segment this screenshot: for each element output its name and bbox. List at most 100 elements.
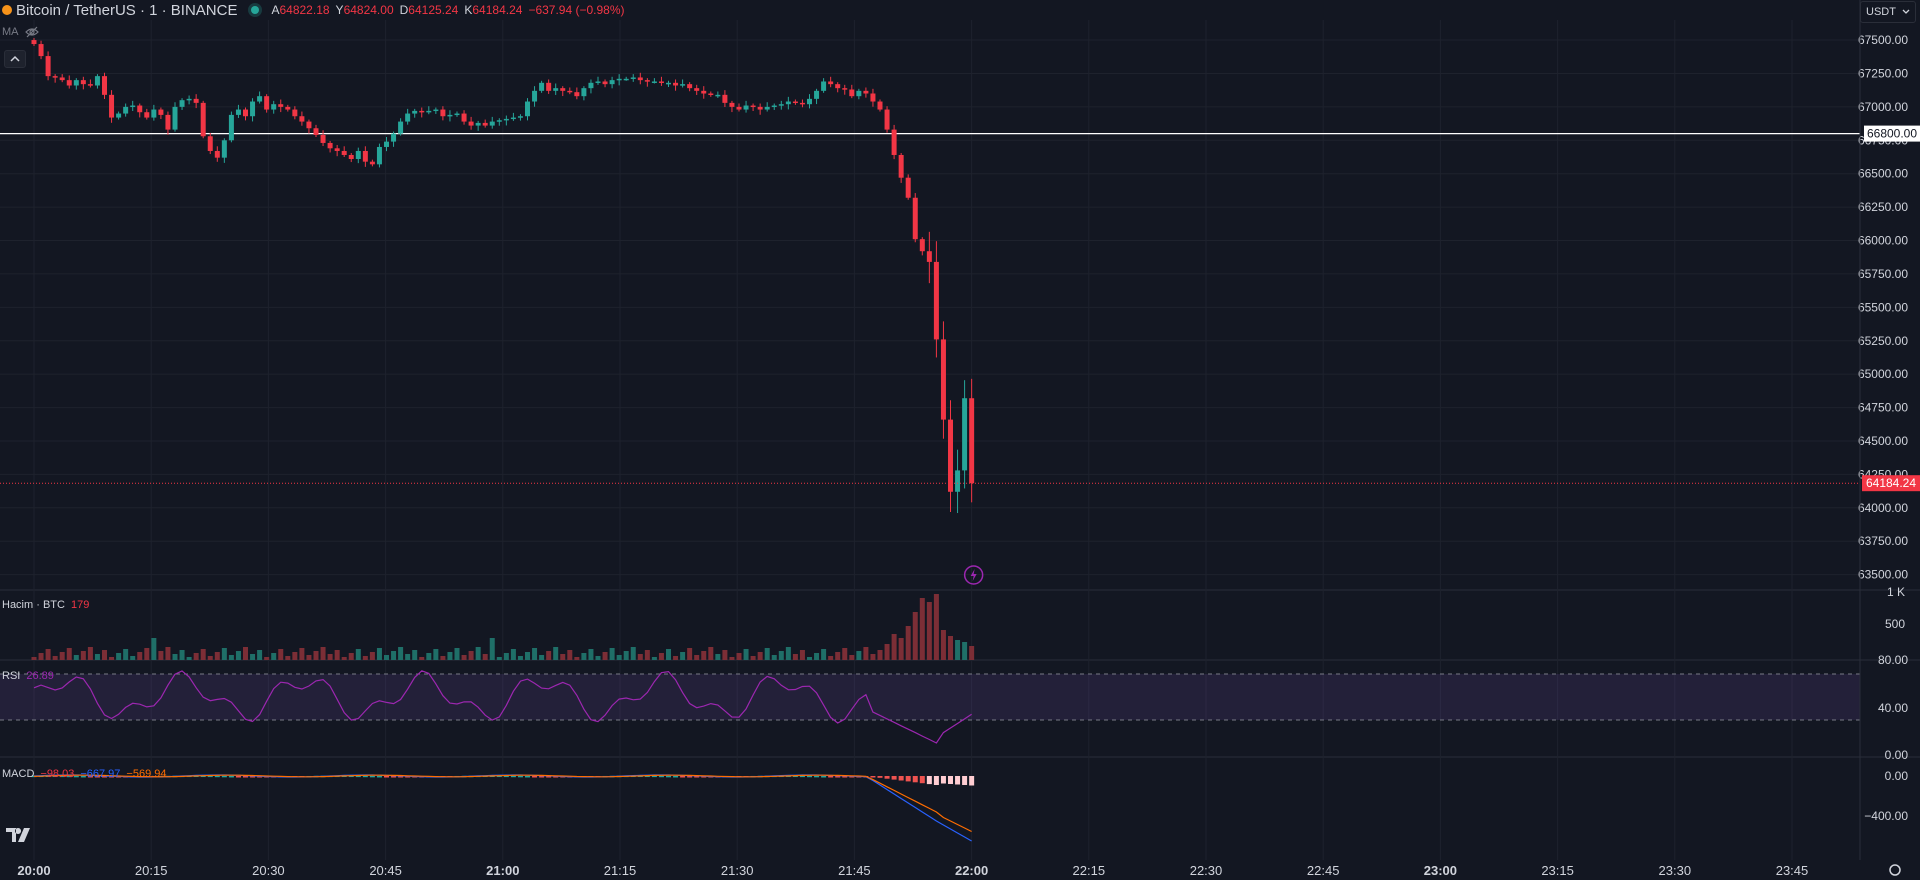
time-tick-label: 20:00 xyxy=(17,863,50,878)
candle xyxy=(503,118,509,121)
candle xyxy=(123,106,129,114)
volume-bar xyxy=(666,649,671,660)
macd-histogram-bar xyxy=(510,775,516,778)
candle xyxy=(884,109,890,130)
candle xyxy=(468,121,474,126)
volume-bar xyxy=(454,648,460,660)
candle xyxy=(842,88,848,90)
volume-bar xyxy=(398,647,404,660)
macd-tick-label: 0.00 xyxy=(1885,769,1909,783)
macd-legend[interactable]: MACD −98.03 −667.97 −569.94 xyxy=(2,768,167,780)
volume-bar xyxy=(616,655,622,660)
lightning-icon[interactable] xyxy=(963,565,984,585)
candle xyxy=(919,239,925,252)
volume-bar xyxy=(193,653,199,660)
ma-label[interactable]: MA xyxy=(2,26,19,38)
volume-bar xyxy=(701,651,707,660)
price-tick-label: 63500.00 xyxy=(1858,568,1908,582)
ma-indicator-row[interactable]: MA xyxy=(2,26,39,38)
volume-bar xyxy=(764,648,770,660)
volume-bar xyxy=(102,650,107,660)
volume-bar xyxy=(391,651,397,660)
volume-bar xyxy=(821,649,827,660)
macd-signal-value: −569.94 xyxy=(126,768,167,780)
volume-bar xyxy=(235,651,241,660)
eye-off-icon[interactable] xyxy=(24,26,39,38)
price-tick-label: 67500.00 xyxy=(1858,33,1908,47)
candle xyxy=(278,104,284,107)
macd-histogram-bar xyxy=(80,775,86,778)
volume-bar xyxy=(884,644,890,660)
volume-bar xyxy=(807,657,812,660)
price-tick-label: 65750.00 xyxy=(1858,267,1908,281)
candle xyxy=(849,89,855,97)
macd-histogram-bar xyxy=(948,776,953,784)
volume-bar xyxy=(461,655,467,660)
candle xyxy=(807,98,812,105)
volume-bar xyxy=(919,598,925,660)
macd-histogram-bar xyxy=(814,775,820,778)
volume-bar xyxy=(792,654,798,660)
candle xyxy=(243,109,248,117)
macd-histogram-bar xyxy=(673,775,679,778)
volume-bar xyxy=(553,647,559,660)
volume-legend[interactable]: Hacim · BTC 179 xyxy=(2,599,89,611)
settings-icon[interactable] xyxy=(1889,864,1901,876)
candle xyxy=(778,104,784,106)
candle xyxy=(151,109,157,118)
high-label: Y xyxy=(335,3,344,17)
market-status-icon[interactable] xyxy=(251,6,260,14)
macd-histogram-bar xyxy=(926,776,932,785)
candle xyxy=(221,140,227,158)
currency-select[interactable]: USDT xyxy=(1860,1,1916,23)
macd-histogram-bar xyxy=(877,776,883,778)
candle xyxy=(66,80,72,86)
candle xyxy=(644,80,650,82)
volume-bar xyxy=(433,649,439,660)
candle xyxy=(771,105,777,108)
volume-bar xyxy=(355,649,361,660)
candle xyxy=(412,110,418,114)
macd-histogram-bar xyxy=(73,775,79,778)
time-tick-label: 22:00 xyxy=(955,863,988,878)
volume-bar xyxy=(482,654,488,660)
volume-bar xyxy=(771,655,777,660)
volume-bar xyxy=(517,656,523,660)
candle xyxy=(905,177,911,198)
candle xyxy=(419,110,425,113)
macd-histogram-bar xyxy=(391,776,397,778)
candle xyxy=(320,134,326,143)
volume-bar xyxy=(602,652,608,660)
volume-bar xyxy=(376,648,382,660)
candle xyxy=(186,98,192,101)
volume-bar xyxy=(835,652,841,660)
volume-bar xyxy=(658,653,664,660)
volume-bar xyxy=(292,652,298,660)
candle xyxy=(482,122,488,126)
candle xyxy=(926,251,932,262)
volume-bar xyxy=(412,650,418,660)
macd-histogram-bar xyxy=(891,776,897,780)
candle xyxy=(743,105,749,110)
volume-bar xyxy=(243,647,248,660)
rsi-value: 26.89 xyxy=(26,670,54,682)
candle xyxy=(799,102,805,105)
volume-bar xyxy=(158,651,164,660)
symbol-title[interactable]: Bitcoin / TetherUS · 1 · BINANCE xyxy=(16,1,238,19)
rsi-legend[interactable]: RSI 26.89 xyxy=(2,670,54,682)
macd-histogram-bar xyxy=(658,775,664,778)
collapse-indicators-button[interactable] xyxy=(4,50,26,68)
macd-histogram-bar xyxy=(807,775,812,778)
candle xyxy=(792,101,798,104)
candle xyxy=(52,76,58,78)
volume-bar xyxy=(221,648,227,660)
volume-bar xyxy=(447,652,453,660)
candle xyxy=(828,81,834,85)
candle xyxy=(461,113,467,122)
volume-bar xyxy=(877,650,883,660)
candle xyxy=(602,81,608,85)
candle xyxy=(38,44,44,57)
candle xyxy=(574,92,580,97)
